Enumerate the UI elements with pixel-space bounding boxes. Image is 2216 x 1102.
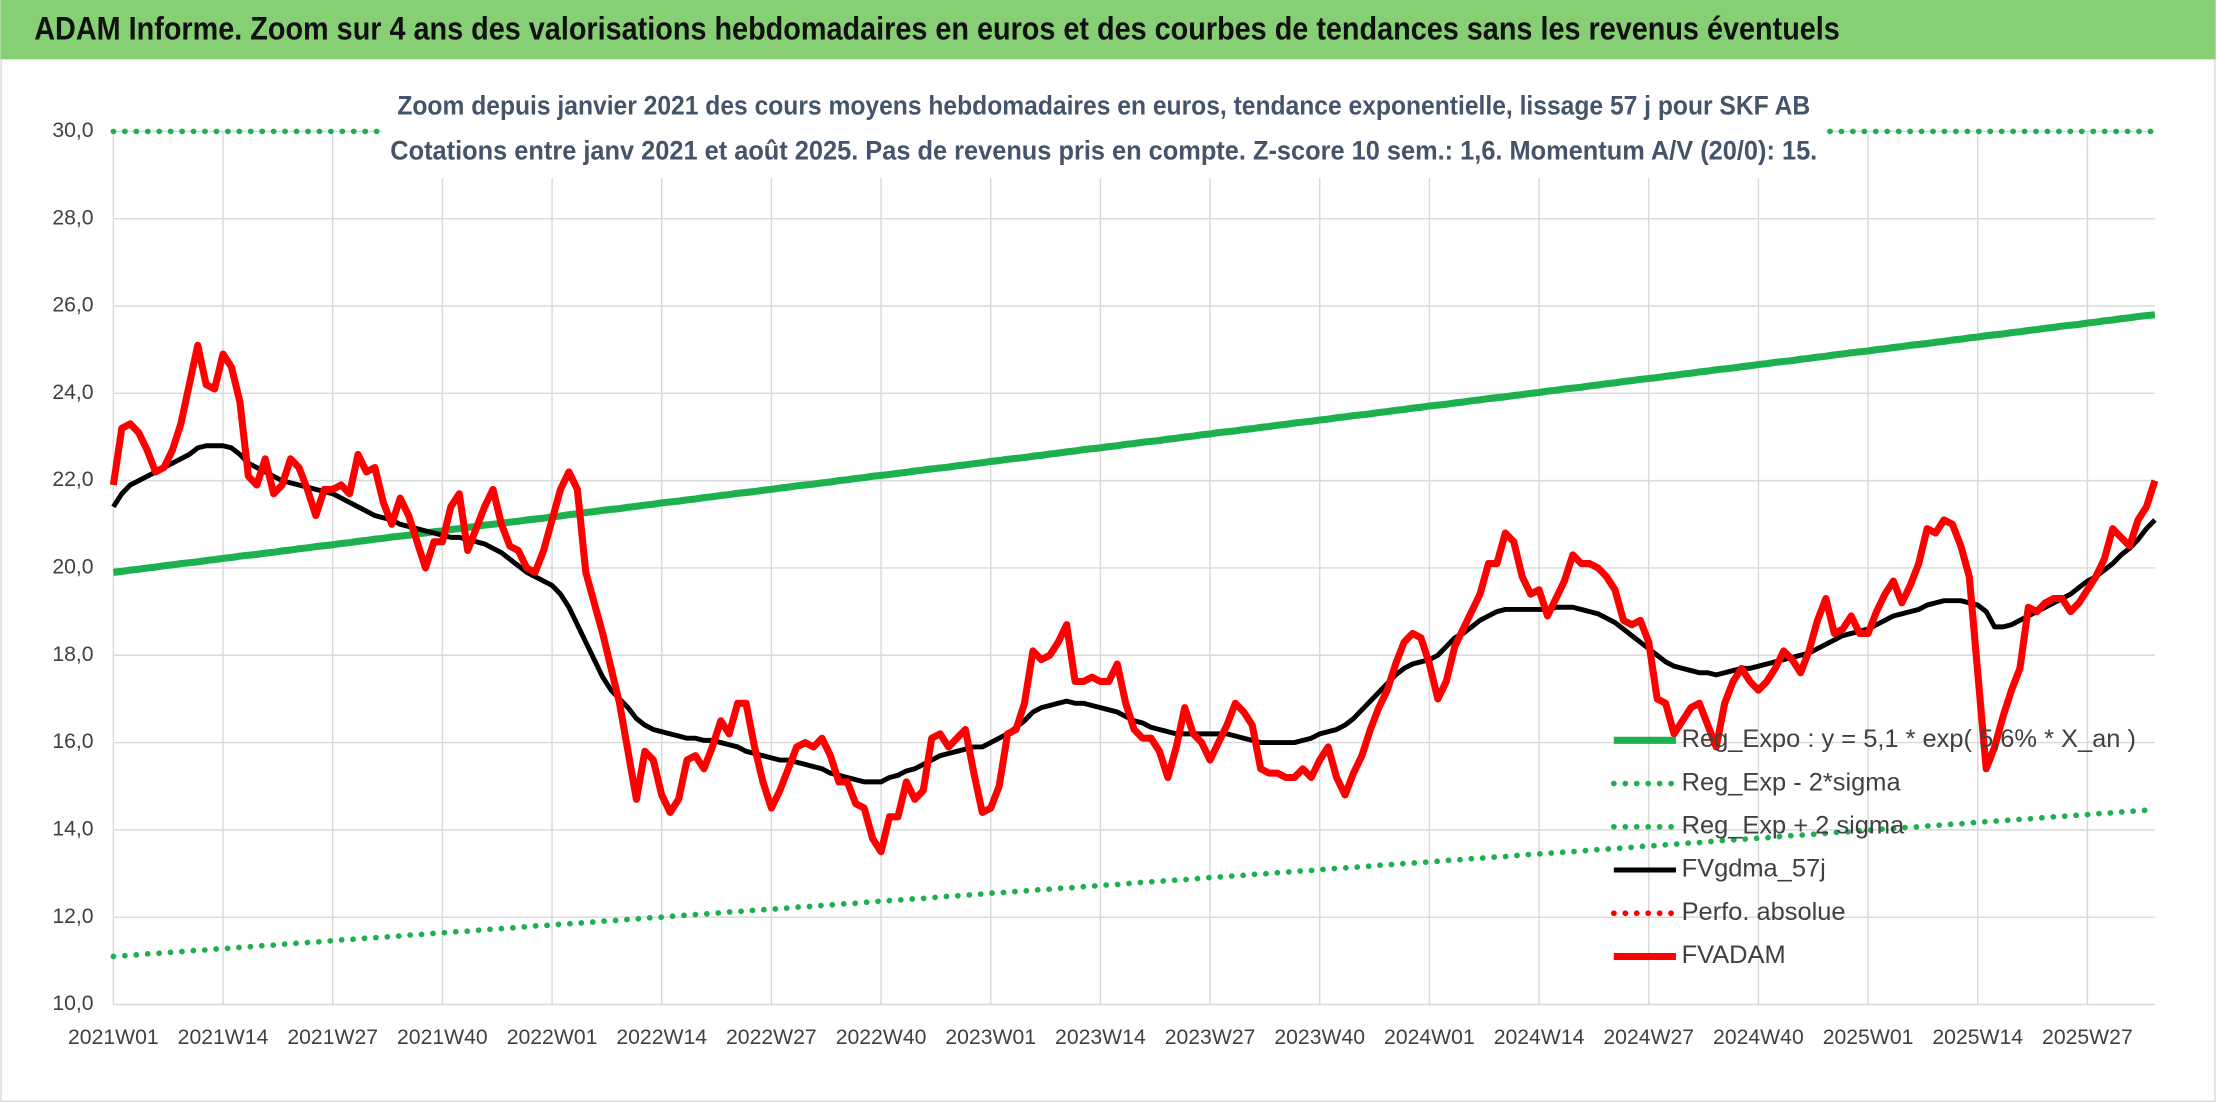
x-tick-label: 2024W01 [1384, 1026, 1475, 1049]
y-tick-label: 30,0 [52, 119, 93, 142]
y-tick-label: 16,0 [52, 730, 93, 753]
x-tick-label: 2022W01 [507, 1026, 598, 1049]
legend-label: Reg_Exp - 2*sigma [1682, 768, 1902, 796]
x-tick-label: 2021W40 [397, 1026, 488, 1049]
x-tick-label: 2023W01 [945, 1026, 1036, 1049]
legend-label: Perfo. absolue [1682, 898, 1846, 926]
x-tick-label: 2021W01 [68, 1026, 159, 1049]
y-tick-label: 18,0 [52, 643, 93, 666]
series-line [113, 311, 2156, 576]
subtitle: Cotations entre janv 2021 et août 2025. … [390, 136, 1817, 166]
x-tick-label: 2024W27 [1603, 1026, 1694, 1049]
x-tick-label: 2023W14 [1055, 1026, 1146, 1049]
x-tick-label: 2022W14 [616, 1026, 707, 1049]
x-tick-label: 2021W27 [287, 1026, 378, 1049]
y-tick-label: 24,0 [52, 381, 93, 404]
series-line [109, 341, 2159, 856]
y-tick-label: 10,0 [52, 992, 93, 1015]
legend: Reg_Expo : y = 5,1 * exp( 5,6% * X_an ) R… [1610, 725, 2136, 969]
x-tick-label: 2022W27 [726, 1026, 817, 1049]
x-tick-label: 2024W40 [1713, 1026, 1804, 1049]
subtitle-box [381, 84, 1826, 179]
legend-label: FVgdma_57j [1682, 855, 1826, 883]
plot-area: 10,0 12,0 14,0 16,0 18,0 20,0 22,0 24,0 26,0 28,0… [52, 119, 2159, 1049]
x-tick-label: 2021W14 [178, 1026, 269, 1049]
chart-title: ADAM Informe. Zoom sur 4 ans des valoris… [34, 11, 1840, 47]
y-tick-label: 14,0 [52, 817, 93, 840]
x-tick-label: 2022W40 [836, 1026, 927, 1049]
series-line [110, 806, 2158, 960]
x-tick-label: 2025W01 [1823, 1026, 1914, 1049]
legend-label: Reg_Exp + 2 sigma [1682, 812, 1905, 840]
y-tick-label: 28,0 [52, 206, 93, 229]
x-tick-label: 2023W40 [1274, 1026, 1365, 1049]
x-tick-label: 2023W27 [1165, 1026, 1256, 1049]
x-tick-label: 2024W14 [1494, 1026, 1585, 1049]
legend-label: Reg_Expo : y = 5,1 * exp( 5,6% * X_an ) [1682, 725, 2136, 753]
x-tick-label: 2025W27 [2042, 1026, 2133, 1049]
title-bar [0, 0, 2216, 60]
y-tick-label: 22,0 [52, 468, 93, 491]
subtitle: Zoom depuis janvier 2021 des cours moyen… [397, 90, 1810, 120]
y-tick-label: 26,0 [52, 294, 93, 317]
y-tick-label: 20,0 [52, 556, 93, 579]
y-tick-label: 12,0 [52, 905, 93, 928]
legend-label: FVADAM [1682, 941, 1786, 969]
x-tick-label: 2025W14 [1932, 1026, 2023, 1049]
